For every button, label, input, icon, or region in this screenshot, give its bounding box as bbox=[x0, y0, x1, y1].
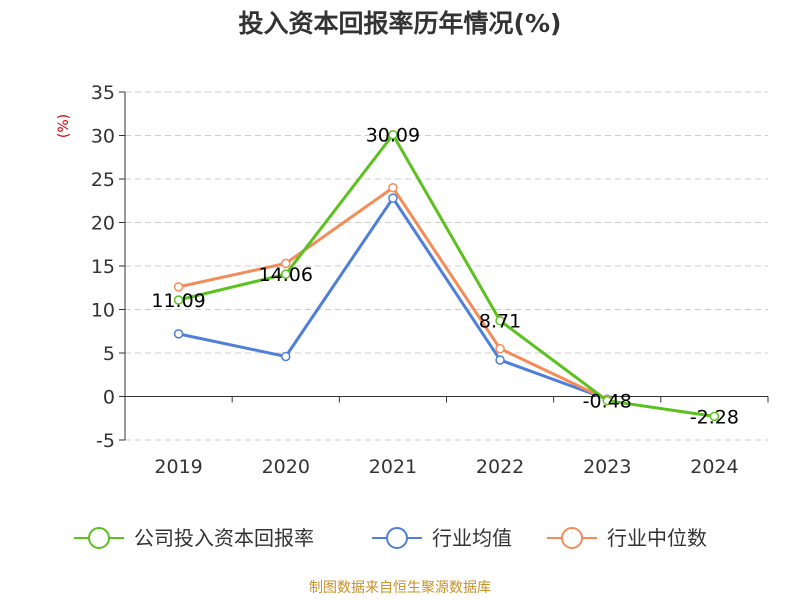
x-tick-label: 2022 bbox=[476, 456, 524, 478]
data-point[interactable] bbox=[173, 282, 184, 292]
axes: 35 30 25 20 15 10 5 0 -5 2019 2020 2021 2022 2023 2024 bbox=[91, 82, 769, 478]
data-label: 8.71 bbox=[479, 311, 521, 333]
y-tick-label: 30 bbox=[91, 126, 115, 148]
data-point[interactable] bbox=[602, 395, 612, 406]
legend-label: 行业中位数 bbox=[607, 526, 707, 550]
y-tick-label: -5 bbox=[96, 430, 115, 452]
chart-title: 投入资本回报率历年情况(%) bbox=[239, 9, 562, 38]
data-point[interactable] bbox=[709, 411, 720, 422]
legend-item-1[interactable]: 行业均值 bbox=[372, 526, 512, 550]
data-point[interactable] bbox=[495, 315, 505, 326]
data-point[interactable] bbox=[281, 258, 291, 269]
y-tick-label: 0 bbox=[103, 387, 115, 409]
x-tick-label: 2019 bbox=[154, 456, 202, 478]
legend-item-0[interactable]: 公司投入资本回报率 bbox=[74, 526, 314, 550]
series-layer bbox=[173, 129, 720, 422]
data-labels: 11.09 14.06 30.09 8.71 -0.48 -2.28 bbox=[151, 125, 739, 429]
legend-swatch-marker bbox=[561, 527, 583, 549]
data-point[interactable] bbox=[281, 269, 291, 279]
data-point[interactable] bbox=[388, 182, 398, 193]
data-point[interactable] bbox=[388, 193, 398, 203]
y-tick-label: 5 bbox=[103, 343, 115, 365]
y-tick-label: 10 bbox=[91, 300, 115, 322]
source-note: 制图数据来自恒生聚源数据库 bbox=[309, 580, 491, 596]
series-line-2 bbox=[178, 186, 608, 401]
y-tick-label: 25 bbox=[91, 169, 115, 191]
data-point[interactable] bbox=[495, 343, 505, 354]
y-tick-label: 35 bbox=[91, 82, 115, 104]
data-point[interactable] bbox=[281, 351, 291, 362]
legend-swatch-marker bbox=[88, 527, 110, 549]
data-label: 14.06 bbox=[259, 264, 313, 286]
series-line-0 bbox=[178, 133, 715, 418]
y-axis-unit: (%) bbox=[56, 114, 72, 138]
data-label: 30.09 bbox=[366, 125, 420, 147]
legend-item-2[interactable]: 行业中位数 bbox=[547, 526, 707, 550]
x-tick-label: 2020 bbox=[262, 456, 310, 478]
x-tick-label: 2021 bbox=[369, 456, 417, 478]
y-tick-label: 15 bbox=[91, 256, 115, 278]
legend-label: 公司投入资本回报率 bbox=[134, 526, 314, 550]
y-tick-label: 20 bbox=[91, 213, 115, 235]
data-label: 11.09 bbox=[151, 290, 205, 312]
legend-label: 行业均值 bbox=[432, 526, 512, 550]
x-tick-label: 2023 bbox=[583, 456, 631, 478]
x-tick-label: 2024 bbox=[690, 456, 738, 478]
data-point[interactable] bbox=[173, 329, 184, 339]
data-point[interactable] bbox=[495, 355, 505, 365]
data-point[interactable] bbox=[388, 129, 398, 140]
data-point[interactable] bbox=[173, 295, 184, 305]
legend[interactable]: 公司投入资本回报率 行业均值 行业中位数 bbox=[74, 526, 707, 550]
data-label: -2.28 bbox=[690, 406, 739, 428]
data-label: -0.48 bbox=[583, 391, 632, 413]
legend-swatch-marker bbox=[386, 527, 408, 549]
